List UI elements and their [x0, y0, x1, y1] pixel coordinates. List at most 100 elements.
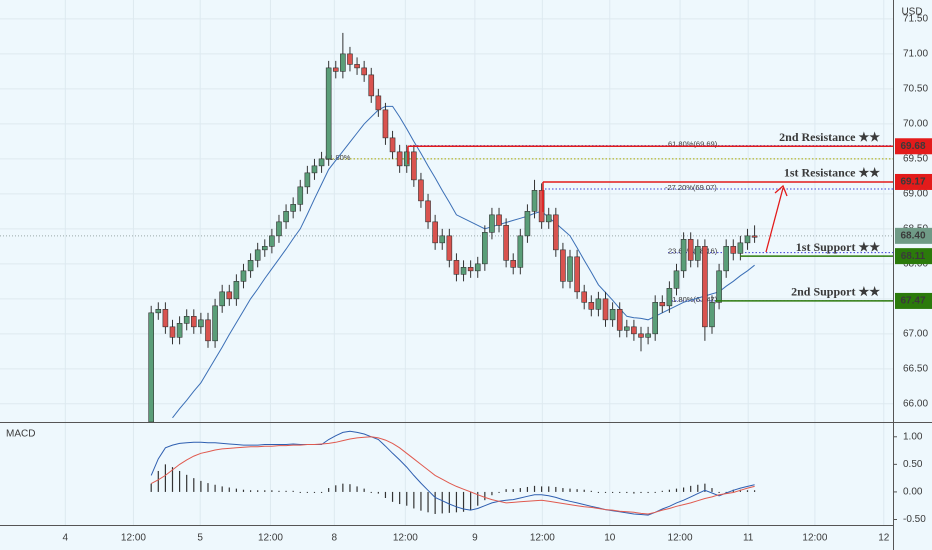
candle-body	[176, 323, 183, 338]
candle-body	[737, 242, 744, 254]
y-tick-label: 71.50	[903, 14, 928, 25]
candle-body	[709, 302, 715, 328]
level-badge	[895, 292, 932, 309]
candle-body	[162, 309, 169, 328]
level-name: 1st Resistance ★★	[784, 166, 880, 180]
candle-body	[616, 309, 623, 331]
candle-body	[361, 67, 367, 76]
candle-body	[311, 165, 318, 174]
candle-body	[432, 221, 438, 244]
candle-body	[240, 270, 247, 282]
x-tick-label: 12:00	[530, 533, 555, 544]
candle-body	[425, 200, 431, 223]
candle-body	[205, 319, 211, 342]
candle-body	[510, 260, 517, 268]
x-tick-label: 12:00	[668, 533, 693, 544]
y-tick-label: 70.00	[903, 119, 928, 130]
candle-body	[687, 239, 694, 261]
candle-body	[269, 235, 275, 247]
candle-body	[325, 67, 332, 160]
y-tick-label: 69.00	[903, 188, 928, 199]
candle-body	[290, 204, 296, 212]
candle-body	[680, 239, 687, 272]
level-badge	[895, 248, 932, 265]
candle-body	[531, 190, 538, 212]
candle-body	[212, 305, 218, 342]
x-tick-label: 12:00	[393, 533, 418, 544]
level-value: 67.47	[900, 296, 925, 307]
x-tick-label: 10	[604, 533, 616, 544]
level-badge	[895, 173, 932, 190]
candle-body	[340, 53, 346, 72]
candle-body	[588, 302, 595, 310]
fib-label: -27.20%(69.07)	[665, 183, 717, 192]
x-tick-label: 5	[197, 533, 203, 544]
last-price-value: 68.40	[900, 230, 925, 241]
level-value: 69.17	[900, 177, 925, 188]
candle-body	[567, 256, 573, 282]
candle-body	[723, 246, 729, 272]
candle-body	[503, 225, 509, 261]
candle-body	[553, 214, 559, 251]
candle-body	[631, 326, 637, 335]
macd-tick-label: -0.50	[903, 514, 926, 525]
candle-body	[744, 235, 751, 244]
candle-body	[730, 246, 737, 254]
candle-body	[581, 291, 588, 303]
candle-body	[318, 158, 325, 167]
macd-title: MACD	[6, 429, 35, 440]
candle-body	[446, 235, 453, 261]
x-tick-label: 11	[743, 533, 754, 544]
macd-tick-label: 0.00	[903, 487, 923, 498]
y-tick-label: 66.50	[903, 363, 928, 374]
candle-body	[233, 281, 240, 300]
candle-body	[702, 246, 708, 328]
y-tick-label: 69.50	[903, 154, 928, 165]
candle-body	[389, 137, 396, 153]
candle-body	[560, 249, 566, 282]
x-tick-label: 12:00	[258, 533, 283, 544]
candle-body	[439, 235, 446, 244]
x-tick-label: 12:00	[802, 533, 827, 544]
candle-body	[382, 109, 389, 139]
candle-body	[489, 214, 495, 233]
candle-body	[403, 151, 410, 167]
candle-body	[645, 333, 651, 338]
candle-body	[155, 309, 162, 314]
fib-label: 61.80%(69.69)	[668, 140, 718, 149]
candle-body	[467, 267, 474, 272]
macd-tick-label: 1.00	[903, 431, 923, 442]
candle-body	[411, 151, 417, 181]
candle-body	[297, 186, 304, 205]
candle-body	[659, 302, 666, 307]
y-tick-label: 67.00	[903, 328, 928, 339]
candle-body	[545, 214, 552, 223]
grid	[0, 0, 893, 525]
level-name: 2nd Resistance ★★	[779, 130, 880, 144]
y-tick-label: 70.50	[903, 84, 928, 95]
level-value: 68.11	[901, 251, 926, 262]
candle-body	[666, 288, 673, 307]
candle-body	[332, 67, 339, 72]
candle-body	[609, 309, 616, 321]
level-name: 2nd Support ★★	[791, 285, 880, 299]
candle-body	[751, 235, 758, 238]
candle-body	[169, 326, 176, 338]
x-tick-label: 8	[332, 533, 338, 544]
candle-body	[716, 270, 722, 303]
candle-body	[247, 260, 254, 272]
candle-body	[219, 291, 225, 307]
candle-body	[624, 326, 630, 331]
last-price-badge	[895, 227, 932, 244]
candle-body	[694, 246, 701, 261]
candle-body	[190, 316, 197, 328]
candle-body	[482, 232, 488, 265]
y-tick-label: 66.00	[903, 398, 928, 409]
candle-body	[496, 214, 502, 226]
candle-body	[375, 95, 382, 111]
candle-body	[453, 260, 460, 275]
candle-body	[396, 151, 403, 167]
candle-body	[517, 235, 524, 268]
